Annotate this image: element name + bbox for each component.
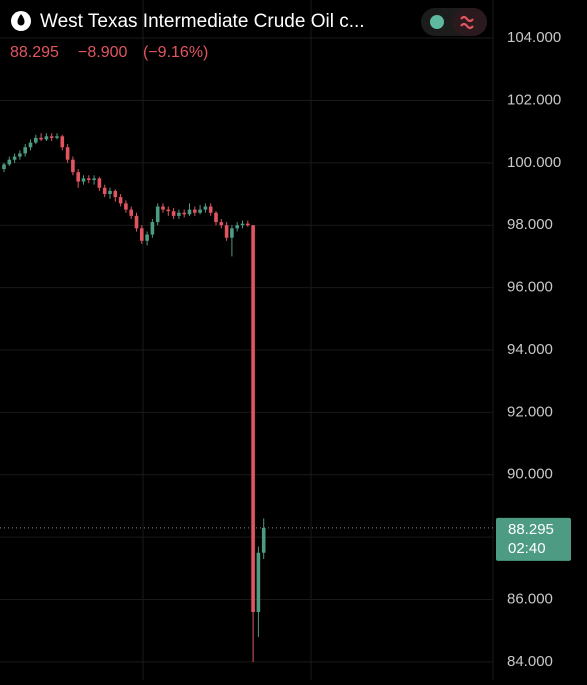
candle-body xyxy=(87,178,91,180)
candle-body xyxy=(113,190,118,198)
y-tick-label: 98.000 xyxy=(507,216,553,233)
y-tick-label: 94.000 xyxy=(507,341,553,358)
y-tick-label: 104.000 xyxy=(507,29,561,46)
candle-body xyxy=(23,147,27,154)
candle-body xyxy=(28,142,33,148)
candle-body xyxy=(155,206,160,223)
candle-body xyxy=(230,228,234,238)
candle-body xyxy=(161,206,165,210)
y-tick-label: 92.000 xyxy=(507,403,553,420)
candle-body xyxy=(124,203,128,210)
candle-body xyxy=(12,156,17,160)
candle-body xyxy=(219,222,224,226)
candle-body xyxy=(76,172,80,182)
candle-body xyxy=(49,136,54,138)
candle-body xyxy=(251,225,255,613)
price: 88.295 xyxy=(10,44,59,61)
delay-icon xyxy=(460,15,474,30)
change-percent: (−9.16%) xyxy=(143,44,208,61)
candle-body xyxy=(224,225,229,238)
candle-body xyxy=(108,190,112,195)
candle-body xyxy=(246,223,250,226)
countdown-label: 02:40 xyxy=(508,540,546,557)
last-price-badge xyxy=(496,517,571,561)
chart-title: West Texas Intermediate Crude Oil c... xyxy=(40,11,365,32)
candles xyxy=(2,133,266,662)
y-tick-label: 100.000 xyxy=(507,154,561,171)
candle-body xyxy=(208,206,213,213)
candle-body xyxy=(140,228,144,241)
candle-body xyxy=(177,212,181,216)
y-tick-label: 96.000 xyxy=(507,279,553,296)
candle-body xyxy=(166,209,171,212)
candle-body xyxy=(235,225,239,229)
candle-body xyxy=(187,209,192,215)
candle-body xyxy=(102,187,107,195)
candle-body xyxy=(171,211,176,216)
candle-body xyxy=(39,137,43,140)
y-tick-label: 86.000 xyxy=(507,590,553,607)
grid xyxy=(0,37,493,663)
candle-body xyxy=(92,178,96,180)
y-tick-label: 90.000 xyxy=(507,466,553,483)
candle-body xyxy=(256,552,261,612)
y-tick-label: 84.000 xyxy=(507,653,553,670)
candle-body xyxy=(129,209,133,216)
candle-body xyxy=(193,209,197,213)
market-status-dot xyxy=(430,15,444,29)
candle-body xyxy=(145,234,149,241)
candle-body xyxy=(150,222,155,235)
last-price-label: 88.295 xyxy=(508,521,554,538)
candle-body xyxy=(34,137,38,143)
y-axis: 84.00086.00088.00090.00092.00094.00096.0… xyxy=(0,29,571,670)
candle-body xyxy=(240,223,245,226)
candle-body xyxy=(7,159,12,165)
candle-body xyxy=(18,153,22,157)
change: −8.900 xyxy=(78,44,127,61)
y-tick-label: 102.000 xyxy=(507,91,561,108)
candle-body xyxy=(71,159,75,173)
candle-body xyxy=(60,136,65,148)
candle-body xyxy=(97,178,102,188)
candle-body xyxy=(203,206,208,210)
candle-body xyxy=(2,164,6,170)
candle-body xyxy=(214,212,218,223)
candle-body xyxy=(261,527,266,553)
candle-body xyxy=(44,136,49,140)
candle-body xyxy=(65,147,70,160)
candle-body xyxy=(55,136,59,138)
candle-body xyxy=(198,209,202,213)
droplet xyxy=(17,14,25,26)
candle-body xyxy=(118,197,123,204)
candle-body xyxy=(81,178,86,182)
candle-body xyxy=(182,212,186,215)
candle-body xyxy=(134,215,139,229)
